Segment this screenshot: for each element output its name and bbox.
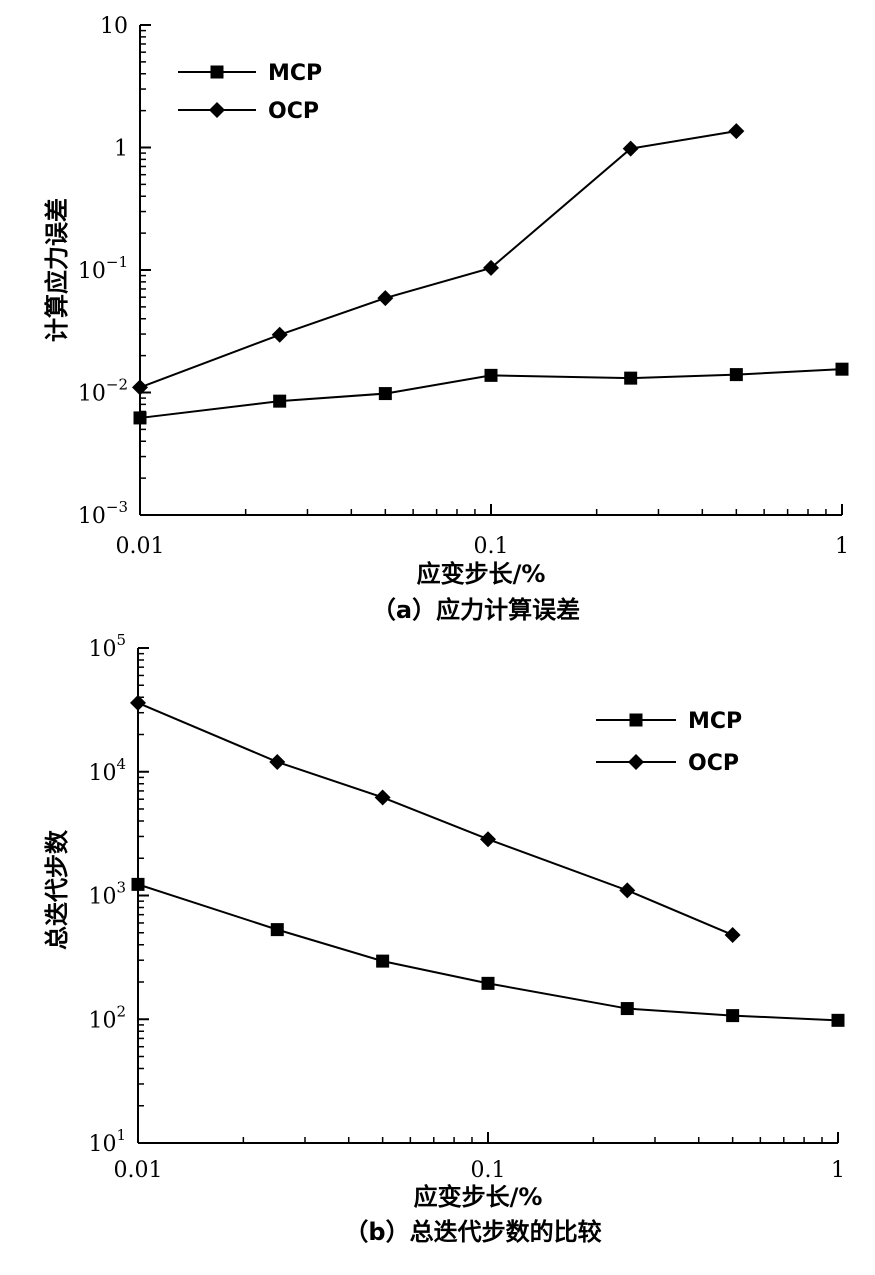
series-ocp (130, 694, 741, 943)
legend-label: OCP (688, 751, 739, 776)
data-point-ocp (374, 789, 391, 806)
y-axis-title: 计算应力误差 (43, 198, 71, 342)
x-tick-label: 0.01 (116, 534, 165, 559)
data-point-ocp (269, 753, 286, 770)
data-point-mcp (484, 368, 498, 382)
data-point-ocp (622, 140, 639, 157)
data-point-mcp (378, 387, 392, 401)
data-point-ocp (377, 290, 394, 307)
series-line-ocp (139, 130, 737, 389)
legend-item-ocp: OCP (596, 751, 739, 776)
legend-marker (209, 102, 225, 118)
data-point-ocp (271, 326, 288, 343)
y-tick-label: 10 (100, 14, 128, 39)
y-tick-label: 102 (88, 1002, 126, 1033)
x-tick-label: 1 (831, 1158, 845, 1183)
data-point-mcp (620, 1002, 634, 1016)
y-axis-title: 总迭代步数 (43, 829, 71, 950)
legend-marker (629, 713, 643, 727)
data-point-ocp (728, 123, 745, 140)
data-point-mcp (481, 976, 495, 990)
series-line-mcp (137, 883, 839, 1022)
y-tick-label: 105 (88, 631, 126, 662)
data-point-mcp (729, 368, 743, 382)
data-point-ocp (483, 259, 499, 276)
data-point-mcp (831, 1013, 845, 1027)
y-tick-label: 10−1 (78, 253, 128, 284)
legend-marker (628, 754, 644, 770)
x-tick-label: 1 (835, 534, 849, 559)
data-point-mcp (726, 1009, 740, 1023)
x-tick-label: 0.1 (471, 1158, 506, 1183)
y-tick-label: 1 (114, 137, 128, 162)
data-point-mcp (835, 362, 849, 376)
chart-caption: （b）总迭代步数的比较 (344, 1218, 601, 1246)
chart-caption: （a）应力计算误差 (372, 596, 580, 624)
chart-a-stress-error: 10 1 10−1 10−2 10−3 0.01 0.1 1 应变步长/% 计算应力误差 （a）应力… (43, 14, 849, 624)
legend-marker (210, 65, 224, 79)
series-line-ocp (137, 701, 734, 936)
data-point-mcp (273, 394, 287, 408)
x-tick-label: 0.01 (114, 1158, 163, 1183)
legend-item-mcp: MCP (596, 709, 742, 734)
data-point-mcp (133, 411, 147, 425)
legend-label: MCP (268, 61, 322, 86)
y-tick-label: 103 (88, 879, 126, 910)
y-tick-label: 10−3 (78, 498, 128, 529)
legend-item-mcp: MCP (178, 61, 322, 86)
legend-label: OCP (268, 99, 319, 124)
x-tick-label: 0.1 (474, 534, 509, 559)
data-point-ocp (619, 882, 636, 899)
data-point-mcp (376, 954, 390, 968)
data-point-mcp (624, 371, 638, 385)
data-point-ocp (480, 831, 496, 848)
x-axis-title: 应变步长/% (417, 560, 546, 588)
legend-item-ocp: OCP (178, 99, 319, 124)
y-tick-label: 10−2 (78, 376, 128, 407)
data-point-ocp (724, 926, 741, 943)
data-point-mcp (131, 877, 145, 891)
x-axis-title: 应变步长/% (414, 1183, 543, 1211)
legend-label: MCP (688, 709, 742, 734)
data-point-ocp (132, 379, 148, 396)
y-tick-label: 101 (88, 1126, 126, 1157)
y-tick-label: 104 (88, 755, 126, 786)
series-mcp (131, 877, 845, 1027)
series-ocp (132, 123, 745, 396)
series-mcp (133, 362, 849, 425)
data-point-ocp (130, 694, 146, 711)
data-point-mcp (270, 923, 284, 937)
